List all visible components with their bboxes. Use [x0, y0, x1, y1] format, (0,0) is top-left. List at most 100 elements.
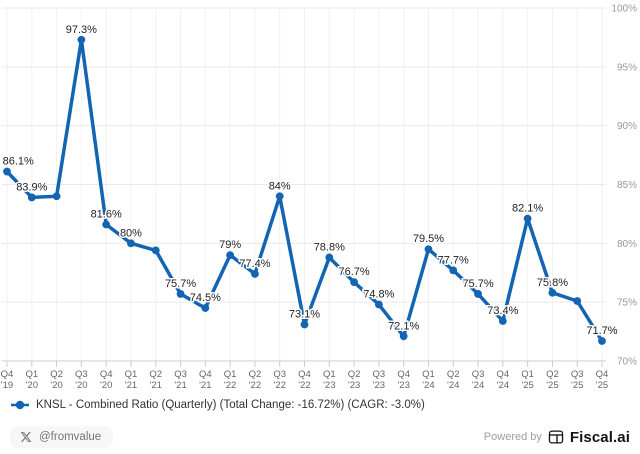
combined-ratio-line-chart: 70%75%80%85%90%95%100%Q4'19Q1'20Q2'20Q3'…	[1, 4, 637, 392]
data-point[interactable]	[374, 300, 383, 309]
x-tick-label: Q1	[422, 369, 435, 380]
data-point[interactable]	[573, 297, 582, 305]
fiscal-ai-logo-icon	[548, 430, 564, 444]
data-label: 78.8%	[314, 241, 345, 253]
data-point[interactable]	[325, 253, 334, 262]
x-tick-label-year: '19	[1, 380, 13, 391]
x-tick-label: Q4	[298, 369, 311, 380]
x-tick-label: Q2	[546, 369, 559, 380]
data-point[interactable]	[300, 320, 309, 329]
data-label: 76.7%	[338, 266, 369, 278]
data-point[interactable]	[523, 214, 532, 223]
legend-label: KNSL - Combined Ratio (Quarterly) (Total…	[36, 399, 425, 411]
y-tick-label: 80%	[617, 239, 637, 250]
x-tick-label-year: '21	[150, 380, 162, 391]
data-label: 73.1%	[289, 309, 320, 321]
x-tick-label-year: '21	[199, 380, 211, 391]
x-tick-label: Q1	[521, 369, 534, 380]
x-logo-icon	[20, 432, 32, 442]
data-label: 83.9%	[16, 181, 47, 193]
x-tick-label-year: '23	[397, 380, 409, 391]
y-tick-label: 85%	[617, 180, 637, 191]
data-point[interactable]	[251, 270, 259, 278]
x-tick-label: Q4	[100, 369, 113, 380]
data-point[interactable]	[598, 337, 606, 345]
x-tick-label-year: '24	[447, 380, 459, 391]
data-point[interactable]	[77, 35, 86, 44]
data-label: 77.4%	[239, 258, 270, 270]
data-point[interactable]	[498, 317, 507, 325]
data-point[interactable]	[226, 251, 235, 259]
data-point[interactable]	[449, 266, 458, 275]
x-tick-label: Q2	[348, 369, 361, 380]
x-tick-label: Q3	[472, 369, 485, 380]
data-point[interactable]	[424, 245, 433, 254]
x-tick-label-year: '20	[100, 380, 112, 391]
y-tick-label: 95%	[617, 62, 637, 73]
data-point[interactable]	[3, 167, 11, 176]
data-point[interactable]	[548, 288, 557, 297]
data-point[interactable]	[275, 192, 284, 201]
x-tick-label-year: '24	[497, 380, 509, 391]
x-tick-label-year: '23	[348, 380, 360, 391]
x-tick-label: Q4	[496, 369, 509, 380]
x-tick-label: Q4	[1, 369, 14, 380]
powered-by[interactable]: Powered by Fiscal.ai	[484, 429, 630, 446]
data-label: 79.5%	[413, 233, 444, 245]
data-points	[3, 35, 606, 345]
y-tick-label: 100%	[611, 4, 637, 15]
y-axis-labels: 70% 75% 80% 85% 90% 95% 100%	[611, 4, 637, 368]
data-label: 75.7%	[165, 278, 196, 290]
data-label: 81.6%	[91, 209, 122, 221]
data-point[interactable]	[27, 193, 36, 202]
x-tick-label-year: '25	[596, 380, 608, 391]
x-tick-label: Q4	[397, 369, 410, 380]
data-label: 97.3%	[66, 24, 97, 36]
brand-name: Fiscal.ai	[569, 428, 630, 446]
data-label: 71.7%	[586, 325, 617, 337]
y-tick-label: 90%	[617, 121, 637, 132]
footer: @fromvalue Powered by Fiscal.ai	[0, 423, 640, 451]
data-label: 86.1%	[3, 156, 34, 168]
x-tick-label: Q2	[447, 369, 460, 380]
data-point[interactable]	[102, 220, 111, 229]
x-tick-label-year: '21	[174, 380, 186, 391]
data-point[interactable]	[474, 290, 482, 298]
y-tick-label: 75%	[617, 298, 637, 309]
data-point[interactable]	[399, 332, 408, 341]
x-tick-label-year: '24	[472, 380, 484, 391]
x-tick-label-year: '20	[75, 380, 87, 391]
powered-by-label: Powered by	[483, 431, 542, 443]
data-labels: 86.1% 83.9% 97.3% 81.6% 80% 75.7% 74.5% 79% 77.4…	[1, 22, 619, 338]
attribution-handle: @fromvalue	[39, 431, 102, 443]
x-tick-label: Q3	[571, 369, 584, 380]
data-point[interactable]	[52, 192, 61, 201]
data-label: 82.1%	[512, 203, 543, 215]
y-tick-label: 70%	[617, 357, 637, 368]
legend-item[interactable]: KNSL - Combined Ratio (Quarterly) (Total…	[11, 399, 425, 411]
x-tick-label: Q4	[199, 369, 212, 380]
x-tick-label-year: '20	[26, 380, 38, 391]
attribution-badge[interactable]: @fromvalue	[10, 426, 114, 448]
x-tick-label: Q4	[596, 369, 609, 380]
horizontal-gridlines	[2, 7, 606, 303]
x-tick-label: Q3	[75, 369, 88, 380]
x-tick-label-year: '24	[422, 380, 434, 391]
x-tick-label-year: '25	[546, 380, 558, 391]
x-tick-label-year: '22	[274, 380, 286, 391]
data-label: 74.5%	[190, 292, 221, 304]
data-point[interactable]	[151, 246, 160, 255]
x-tick-label-year: '22	[249, 380, 261, 391]
data-point[interactable]	[201, 304, 210, 312]
data-point[interactable]	[176, 290, 185, 298]
x-tick-label-year: '20	[50, 380, 62, 391]
data-label: 80%	[120, 227, 142, 239]
data-label: 73.4%	[487, 305, 518, 317]
x-tick-label: Q3	[273, 369, 286, 380]
data-point[interactable]	[127, 239, 135, 248]
x-tick-label: Q2	[50, 369, 63, 380]
x-tick-label: Q1	[125, 369, 138, 380]
data-label: 74.8%	[363, 289, 394, 301]
data-point[interactable]	[350, 278, 358, 287]
